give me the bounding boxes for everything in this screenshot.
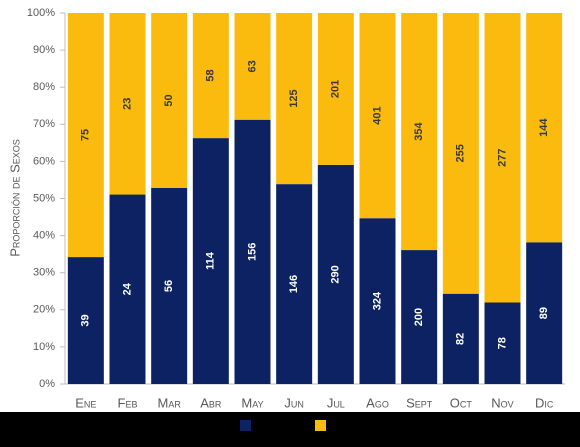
legend-box — [0, 412, 580, 447]
bar-segment — [234, 13, 271, 120]
x-tick-label: Ene — [75, 395, 96, 410]
legend-swatch — [315, 420, 326, 431]
value-label: 50 — [163, 94, 175, 106]
x-tick-label: May — [241, 395, 263, 410]
bar-segment — [359, 218, 396, 384]
y-tick-label: 10% — [33, 341, 55, 353]
value-label: 63 — [246, 60, 258, 72]
value-label: 290 — [330, 265, 342, 283]
x-tick-label: Jun — [284, 395, 304, 410]
y-tick-label: 30% — [33, 267, 55, 279]
y-tick-label: 60% — [33, 155, 55, 167]
x-tick-label: Oct — [450, 395, 473, 410]
bar-segment — [401, 13, 438, 251]
bar-segment — [109, 194, 146, 384]
value-label: 156 — [246, 243, 258, 261]
y-tick-label: 100% — [27, 7, 55, 19]
bar-segment — [484, 302, 521, 384]
bar-segment — [151, 188, 188, 384]
value-label: 144 — [538, 118, 550, 137]
x-tick-label: Ago — [366, 395, 389, 410]
bar-segment — [401, 250, 438, 384]
x-tick-label: Feb — [118, 395, 138, 410]
y-tick-label: 70% — [33, 118, 55, 130]
value-label: 125 — [288, 89, 300, 107]
bar-segment — [526, 13, 563, 243]
value-label: 56 — [163, 280, 175, 292]
legend-swatch — [240, 420, 251, 431]
bar-segment — [276, 184, 313, 384]
y-tick-label: 20% — [33, 304, 55, 316]
value-label: 58 — [205, 69, 217, 81]
bar-segment — [526, 242, 563, 384]
bar-segment — [151, 13, 188, 188]
value-label: 24 — [121, 282, 133, 295]
bar-segment — [317, 164, 354, 384]
y-axis-label: Proporción de Sexos — [7, 139, 22, 257]
y-tick-label: 0% — [39, 378, 55, 390]
value-label: 255 — [455, 144, 467, 162]
value-label: 146 — [288, 275, 300, 293]
bar-segment — [442, 293, 479, 384]
x-tick-label: Dic — [535, 395, 554, 410]
x-tick-label: Mar — [157, 395, 181, 410]
bar-segment — [67, 257, 104, 384]
x-tick-label: Sept — [406, 395, 433, 410]
value-label: 354 — [413, 121, 425, 140]
bar-segment — [192, 13, 229, 139]
value-label: 75 — [80, 129, 92, 141]
y-tick-label: 80% — [33, 81, 55, 93]
y-tick-label: 90% — [33, 44, 55, 56]
value-label: 23 — [121, 98, 133, 110]
y-tick-label: 50% — [33, 192, 55, 204]
bar-segment — [317, 13, 354, 165]
bar-segment — [109, 13, 146, 195]
value-label: 200 — [413, 308, 425, 326]
bar-segment — [192, 138, 229, 384]
bar-segment — [359, 13, 396, 219]
value-label: 201 — [330, 80, 342, 98]
value-label: 401 — [371, 106, 383, 124]
bar-segment — [442, 13, 479, 294]
y-tick-label: 40% — [33, 230, 55, 242]
value-label: 324 — [371, 291, 383, 310]
value-label: 82 — [455, 333, 467, 345]
value-label: 78 — [496, 337, 508, 349]
value-label: 277 — [496, 149, 508, 167]
value-label: 39 — [80, 314, 92, 326]
bar-segment — [276, 13, 313, 185]
bar-segment — [484, 13, 521, 303]
bar-segment — [234, 119, 271, 385]
x-tick-label: Jul — [327, 395, 345, 410]
x-tick-label: Nov — [491, 395, 513, 410]
value-label: 89 — [538, 307, 550, 319]
x-tick-label: Abr — [200, 395, 222, 410]
value-label: 114 — [205, 251, 217, 270]
bar-segment — [67, 13, 104, 258]
